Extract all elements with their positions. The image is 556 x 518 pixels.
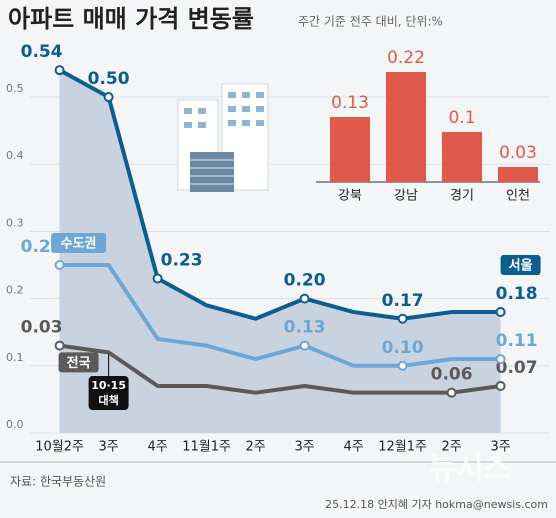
data-label: 0.23 bbox=[161, 250, 203, 270]
point bbox=[54, 65, 65, 76]
data-label: 0.11 bbox=[496, 331, 538, 351]
point bbox=[103, 92, 114, 103]
y-tick-label: 0.1 bbox=[6, 351, 24, 364]
source: 자료: 한국부동산원 bbox=[10, 475, 106, 489]
y-tick-label: 0.0 bbox=[6, 418, 24, 431]
x-tick-label: 11월1주 bbox=[182, 440, 231, 455]
data-label: 0.03 bbox=[21, 318, 63, 338]
y-tick-label: 0.5 bbox=[6, 82, 24, 95]
x-tick-label: 3주 bbox=[294, 440, 314, 455]
bar bbox=[386, 72, 426, 182]
bar bbox=[442, 132, 482, 182]
point bbox=[446, 387, 457, 398]
data-label: 0.20 bbox=[284, 271, 326, 291]
legend-label: 서울 bbox=[509, 258, 533, 274]
data-label: 0.07 bbox=[496, 358, 538, 378]
data-label: 0.22 bbox=[387, 48, 425, 68]
line bbox=[59, 263, 501, 368]
annotation: 대책 bbox=[98, 393, 118, 407]
legend-label: 수도권 bbox=[61, 237, 97, 252]
point bbox=[152, 273, 163, 284]
data-label: 0.03 bbox=[499, 143, 537, 163]
data-label: 0.06 bbox=[431, 365, 473, 385]
plot: 0.0 0.1 0.2 0.3 0.4 0.5 10월2주 3주 4주 11월1주 2주 3주 4주 12… bbox=[6, 42, 550, 455]
x-tick-label: 경기 bbox=[450, 189, 474, 204]
annotation: 10·15 bbox=[91, 379, 126, 392]
data-label: 0.13 bbox=[331, 93, 369, 113]
point bbox=[397, 313, 408, 324]
x-tick-label: 인천 bbox=[506, 189, 530, 204]
data-label: 0.1 bbox=[448, 108, 475, 128]
point bbox=[397, 360, 408, 371]
point bbox=[299, 340, 310, 351]
annotation-box bbox=[88, 376, 129, 410]
point bbox=[495, 307, 506, 318]
chart-subtitle: 주간 기준 전주 대비, 단위:% bbox=[298, 15, 443, 29]
x-tick-label: 4주 bbox=[343, 440, 363, 455]
point bbox=[495, 380, 506, 391]
point bbox=[54, 340, 65, 351]
x-tick-label: 3주 bbox=[98, 440, 118, 455]
x-tick-label: 강북 bbox=[338, 189, 362, 204]
point bbox=[495, 354, 506, 365]
chart-title: 아파트 매매 가격 변동률 bbox=[8, 5, 254, 33]
building-icon bbox=[177, 83, 269, 192]
line bbox=[59, 343, 501, 395]
data-label: 0.54 bbox=[21, 42, 63, 62]
x-tick-label: 10월2주 bbox=[35, 440, 84, 455]
x-tick-label: 강남 bbox=[394, 189, 418, 204]
legend-box bbox=[58, 352, 99, 373]
point bbox=[299, 293, 310, 304]
legend-box bbox=[51, 233, 107, 254]
y-tick-label: 0.2 bbox=[6, 284, 24, 297]
data-label: 0.50 bbox=[88, 69, 130, 89]
legend-label: 전국 bbox=[67, 355, 91, 371]
bar bbox=[330, 117, 370, 182]
point bbox=[54, 260, 65, 271]
credit: 25.12.18 안지혜 기자 hokma@newsis.com bbox=[325, 498, 548, 511]
x-tick-label: 12월1주 bbox=[378, 440, 427, 455]
line bbox=[58, 68, 501, 321]
x-tick-label: 3주 bbox=[490, 440, 510, 455]
data-label: 0.13 bbox=[284, 318, 326, 338]
x-tick-label: 2주 bbox=[245, 440, 265, 455]
data-label: 0.17 bbox=[382, 291, 424, 311]
data-label: 0.10 bbox=[382, 338, 424, 358]
y-tick-label: 0.3 bbox=[6, 216, 24, 229]
x-tick-label: 2주 bbox=[441, 440, 461, 455]
data-label: 0.18 bbox=[496, 284, 538, 304]
x-tick-label: 4주 bbox=[147, 440, 167, 455]
legend-box bbox=[500, 255, 541, 276]
watermark: 뉴시스 bbox=[429, 452, 512, 487]
bar bbox=[498, 167, 538, 182]
y-tick-label: 0.4 bbox=[6, 149, 24, 162]
